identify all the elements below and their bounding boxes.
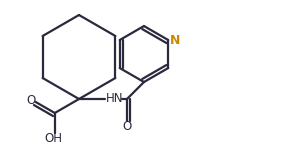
Text: OH: OH <box>45 132 63 145</box>
Text: HN: HN <box>106 92 124 105</box>
Text: O: O <box>26 95 35 108</box>
Text: N: N <box>170 34 180 47</box>
Text: O: O <box>122 120 131 133</box>
